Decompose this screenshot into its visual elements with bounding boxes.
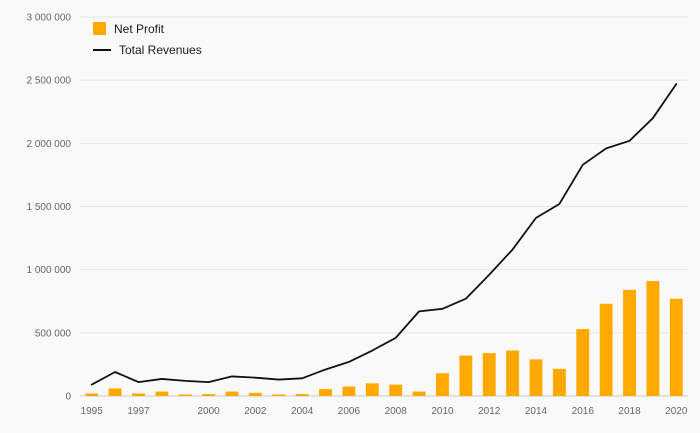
x-axis-tick-label: 2020 — [665, 406, 688, 417]
x-axis-tick-label: 2014 — [525, 406, 548, 417]
bar-net-profit-2016 — [576, 329, 590, 396]
x-axis-tick-label: 2010 — [431, 406, 454, 417]
bar-net-profit-1995 — [85, 393, 99, 396]
bar-net-profit-2001 — [225, 391, 239, 396]
legend-item-total-revenues: Total Revenues — [93, 44, 202, 56]
y-axis-tick-label: 1 500 000 — [27, 202, 72, 213]
bar-net-profit-2018 — [623, 289, 636, 396]
bar-net-profit-2005 — [319, 389, 332, 396]
y-axis-tick-label: 500 000 — [35, 328, 72, 339]
bar-net-profit-1997 — [132, 393, 145, 396]
bar-net-profit-2013 — [506, 350, 520, 396]
bar-net-profit-2003 — [272, 394, 286, 396]
x-axis-tick-label: 2000 — [197, 406, 220, 417]
bar-net-profit-2000 — [202, 394, 216, 396]
bar-net-profit-2010 — [436, 373, 449, 396]
legend-label-net-profit: Net Profit — [114, 21, 165, 36]
bar-net-profit-2015 — [552, 368, 566, 396]
y-axis-tick-label: 0 — [65, 392, 71, 403]
x-axis-tick-label: 2006 — [338, 406, 361, 417]
bar-net-profit-2006 — [342, 386, 356, 396]
line-total-revenues — [90, 83, 678, 386]
legend-item-net-profit: Net Profit — [93, 22, 202, 35]
x-axis-tick-label: 2008 — [385, 406, 408, 417]
net-profit-swatch-icon — [93, 22, 106, 35]
x-axis-tick-label: 1995 — [81, 406, 104, 417]
x-axis-tick-label: 2012 — [478, 406, 501, 417]
bar-net-profit-2008 — [389, 384, 403, 396]
bar-net-profit-2014 — [529, 359, 543, 396]
bar-net-profit-2012 — [482, 353, 496, 396]
y-axis-tick-label: 3 000 000 — [27, 13, 72, 24]
bar-net-profit-2009 — [412, 391, 426, 396]
bar-net-profit-2019 — [646, 281, 660, 396]
bar-net-profit-2011 — [459, 355, 473, 396]
y-axis-tick-label: 1 000 000 — [27, 265, 72, 276]
x-axis-tick-label: 2018 — [618, 406, 641, 417]
bar-net-profit-1996 — [108, 388, 122, 396]
bar-net-profit-2007 — [365, 383, 379, 396]
bar-net-profit-2017 — [599, 303, 613, 396]
bar-net-profit-2004 — [295, 394, 309, 396]
bar-net-profit-2002 — [248, 392, 262, 396]
x-axis-tick-label: 2016 — [572, 406, 595, 417]
x-axis-tick-label: 2004 — [291, 406, 314, 417]
legend-label-total-revenues: Total Revenues — [119, 43, 202, 57]
chart-legend: Net Profit Total Revenues — [93, 22, 202, 56]
y-axis-tick-label: 2 000 000 — [27, 139, 72, 150]
y-axis-tick-label: 2 500 000 — [27, 76, 72, 87]
bar-net-profit-1998 — [155, 391, 169, 396]
x-axis-tick-label: 1997 — [127, 406, 150, 417]
total-revenues-swatch-icon — [93, 49, 111, 51]
x-axis-tick-label: 2002 — [244, 406, 267, 417]
bar-net-profit-1999 — [178, 394, 192, 396]
bar-net-profit-2020 — [669, 298, 683, 396]
